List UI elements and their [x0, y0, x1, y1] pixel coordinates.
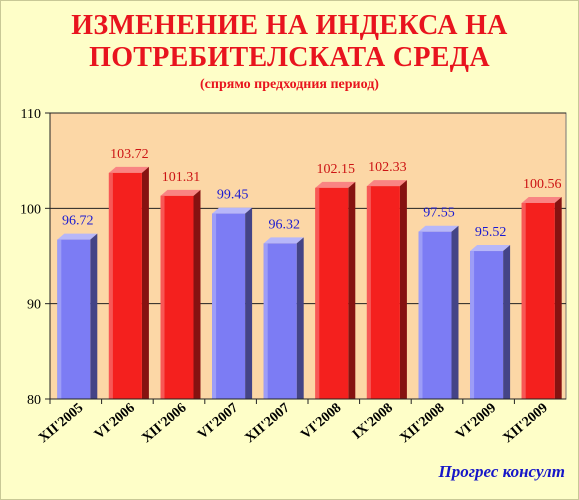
x-tick-label: VI'2006: [92, 401, 138, 443]
chart-title-line-1: ИЗМЕНЕНИЕ НА ИНДЕКСА НА: [71, 10, 508, 41]
data-label: 95.52: [475, 225, 507, 240]
bar-highlight: [315, 187, 320, 399]
x-tick-label: VI'2007: [195, 401, 241, 443]
y-tick-label: 90: [27, 298, 41, 313]
data-label: 103.72: [110, 147, 149, 162]
bar: [57, 239, 91, 399]
bar-top-face: [160, 189, 201, 196]
bar-side-face: [90, 233, 98, 399]
bar: [418, 231, 452, 399]
bar-top-face: [470, 245, 511, 252]
bar-highlight: [418, 231, 423, 399]
bar: [212, 213, 246, 399]
bar: [108, 172, 142, 399]
bar-top-face: [212, 207, 253, 214]
bar-highlight: [108, 172, 113, 399]
data-label: 97.55: [423, 206, 455, 221]
data-label: 96.32: [268, 217, 300, 232]
bar-side-face: [193, 189, 201, 399]
bar-top-face: [366, 180, 407, 187]
bar: [470, 251, 504, 399]
y-tick-label: 110: [21, 107, 41, 122]
bar-top-face: [418, 225, 459, 232]
chart-subtitle: (спрямо предходния период): [200, 77, 379, 92]
brand-signature: Прогрес консулт: [438, 462, 566, 481]
bar: [315, 187, 349, 399]
bar: [263, 243, 297, 399]
bar-top-face: [108, 166, 149, 173]
x-tick-label: VI'2008: [298, 401, 344, 443]
x-tick-label: XII'2009: [501, 401, 551, 446]
x-tick-label: XII'2005: [36, 401, 86, 446]
bar: [521, 202, 555, 399]
bar-top-face: [315, 181, 356, 188]
x-tick-label: XII'2006: [139, 401, 189, 446]
bar-side-face: [141, 166, 149, 399]
bar-highlight: [57, 239, 62, 399]
data-label: 102.15: [317, 162, 356, 177]
data-label: 96.72: [62, 214, 94, 229]
bar-side-face: [348, 181, 356, 399]
bar-highlight: [160, 195, 165, 399]
bar-side-face: [399, 180, 407, 399]
bar-side-face: [245, 207, 253, 399]
data-label: 101.31: [162, 170, 201, 185]
bar-side-face: [451, 225, 459, 399]
bar: [366, 186, 400, 399]
x-tick-label: XII'2007: [243, 401, 293, 446]
bar: [160, 195, 194, 399]
bar-side-face: [503, 245, 511, 399]
bar-highlight: [212, 213, 217, 399]
y-tick-label: 100: [20, 202, 41, 217]
bar-highlight: [470, 251, 475, 399]
bar-side-face: [554, 196, 562, 399]
x-tick-label: IX'2008: [350, 401, 396, 443]
bar-top-face: [521, 196, 562, 203]
data-label: 100.56: [523, 177, 562, 192]
bar-highlight: [521, 202, 526, 399]
chart-title-line-2: ПОТРЕБИТЕЛСКАТА СРЕДА: [89, 42, 490, 73]
bar-top-face: [57, 233, 98, 240]
bar-side-face: [296, 237, 304, 399]
bar-highlight: [263, 243, 268, 399]
data-label: 99.45: [217, 188, 249, 203]
bar-highlight: [366, 186, 371, 399]
data-label: 102.33: [368, 160, 407, 175]
y-tick-label: 80: [27, 393, 41, 408]
x-tick-label: VI'2009: [453, 401, 499, 443]
x-tick-label: XII'2008: [397, 401, 447, 446]
bar-top-face: [263, 237, 304, 244]
